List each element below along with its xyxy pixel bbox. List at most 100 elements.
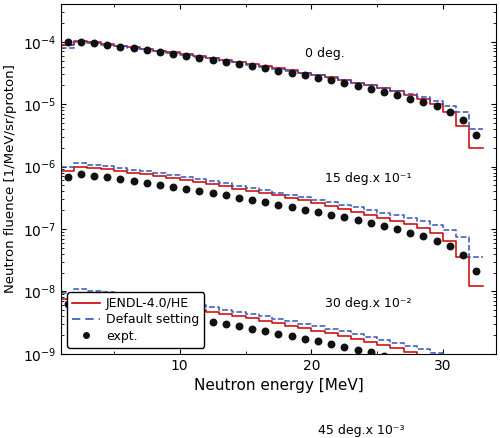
Default setting xyxy=(58,45,64,50)
Point xyxy=(103,303,111,310)
expt. xyxy=(77,38,85,45)
Default setting xyxy=(295,71,301,76)
Point xyxy=(235,323,243,330)
expt. xyxy=(116,43,124,50)
expt. xyxy=(182,52,190,59)
expt. xyxy=(90,39,98,46)
expt. xyxy=(327,77,335,84)
Point xyxy=(156,310,164,317)
Text: 45 deg.x 10⁻³: 45 deg.x 10⁻³ xyxy=(318,424,404,437)
expt. xyxy=(103,42,111,49)
Point xyxy=(90,301,98,308)
expt. xyxy=(314,74,322,81)
Legend: JENDL-4.0/HE, Default setting, expt.: JENDL-4.0/HE, Default setting, expt. xyxy=(68,292,204,347)
JENDL-4.0/HE xyxy=(124,43,130,48)
Point xyxy=(116,434,124,438)
Point xyxy=(64,301,72,308)
Point xyxy=(446,374,454,381)
Point xyxy=(130,306,138,313)
Text: 30 deg.x 10⁻²: 30 deg.x 10⁻² xyxy=(324,297,411,310)
expt. xyxy=(64,39,72,46)
expt. xyxy=(196,54,203,61)
Point xyxy=(406,229,414,236)
Point xyxy=(262,199,270,206)
Point xyxy=(432,367,440,374)
Point xyxy=(288,204,296,211)
expt. xyxy=(459,117,467,124)
expt. xyxy=(420,99,428,106)
expt. xyxy=(208,56,216,63)
JENDL-4.0/HE xyxy=(58,42,64,47)
Point xyxy=(354,216,362,223)
Default setting xyxy=(72,39,78,44)
Point xyxy=(182,314,190,321)
Point xyxy=(420,363,428,370)
Point xyxy=(393,226,401,233)
Point xyxy=(327,340,335,347)
Point xyxy=(142,308,150,315)
expt. xyxy=(248,63,256,70)
Point xyxy=(196,187,203,194)
JENDL-4.0/HE xyxy=(242,59,248,64)
JENDL-4.0/HE xyxy=(480,145,486,150)
Point xyxy=(327,211,335,218)
Point xyxy=(196,316,203,323)
Default setting xyxy=(242,60,248,65)
expt. xyxy=(169,50,177,57)
Point xyxy=(169,312,177,319)
Point xyxy=(406,359,414,366)
expt. xyxy=(288,70,296,77)
Point xyxy=(301,335,309,342)
Default setting xyxy=(334,75,340,80)
expt. xyxy=(340,80,348,87)
expt. xyxy=(472,131,480,138)
expt. xyxy=(301,72,309,79)
expt. xyxy=(432,103,440,110)
Point xyxy=(116,304,124,311)
expt. xyxy=(380,88,388,95)
Point xyxy=(208,318,216,325)
Text: 15 deg.x 10⁻¹: 15 deg.x 10⁻¹ xyxy=(324,172,411,185)
Point xyxy=(182,185,190,192)
Point xyxy=(340,214,348,221)
Y-axis label: Neutron fluence [1/MeV/sr/proton]: Neutron fluence [1/MeV/sr/proton] xyxy=(4,64,17,293)
Point xyxy=(366,349,374,356)
Text: 0 deg.: 0 deg. xyxy=(305,47,344,60)
Point xyxy=(380,352,388,359)
Point xyxy=(314,338,322,345)
Line: JENDL-4.0/HE: JENDL-4.0/HE xyxy=(61,41,482,148)
Point xyxy=(248,196,256,203)
JENDL-4.0/HE xyxy=(466,145,472,150)
Point xyxy=(380,223,388,230)
Point xyxy=(64,173,72,180)
JENDL-4.0/HE xyxy=(334,74,340,80)
Point xyxy=(340,343,348,350)
Point xyxy=(169,183,177,190)
Point xyxy=(90,172,98,179)
Default setting xyxy=(124,43,130,49)
X-axis label: Neutron energy [MeV]: Neutron energy [MeV] xyxy=(194,378,364,393)
Point xyxy=(301,206,309,213)
Point xyxy=(142,179,150,186)
Point xyxy=(262,328,270,335)
Point xyxy=(366,219,374,226)
Point xyxy=(103,174,111,181)
expt. xyxy=(262,65,270,72)
Point xyxy=(235,194,243,201)
expt. xyxy=(222,58,230,65)
Point xyxy=(248,325,256,332)
expt. xyxy=(366,85,374,92)
expt. xyxy=(156,49,164,56)
Point xyxy=(446,243,454,250)
Point xyxy=(472,403,480,410)
Point xyxy=(222,321,230,328)
Default setting xyxy=(334,78,340,83)
Point xyxy=(459,386,467,393)
Default setting xyxy=(466,126,472,131)
Point xyxy=(274,201,282,208)
Point xyxy=(354,346,362,353)
Point xyxy=(77,429,85,436)
Point xyxy=(222,192,230,199)
Point xyxy=(432,237,440,244)
expt. xyxy=(142,47,150,54)
